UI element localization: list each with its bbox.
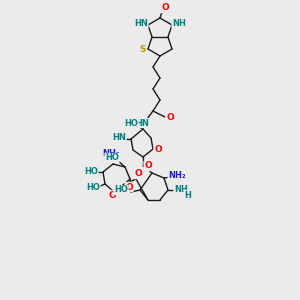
Text: HN: HN [134, 19, 148, 28]
Text: O: O [108, 190, 116, 200]
Text: HO: HO [84, 167, 98, 176]
Text: O: O [166, 112, 174, 122]
Text: O: O [134, 169, 142, 178]
Text: NH₂: NH₂ [102, 149, 120, 158]
Text: H: H [184, 190, 191, 200]
Text: O: O [161, 4, 169, 13]
Text: HO: HO [124, 119, 138, 128]
Text: HO: HO [86, 184, 100, 193]
Text: HN: HN [112, 134, 126, 142]
Text: HO: HO [114, 185, 128, 194]
Text: O: O [125, 182, 133, 191]
Text: S: S [140, 46, 146, 55]
Text: NH: NH [172, 19, 186, 28]
Text: O: O [154, 145, 162, 154]
Text: NH: NH [174, 185, 188, 194]
Text: HN: HN [135, 118, 149, 127]
Text: O: O [144, 161, 152, 170]
Text: NH₂: NH₂ [168, 172, 186, 181]
Text: HO: HO [105, 154, 119, 163]
